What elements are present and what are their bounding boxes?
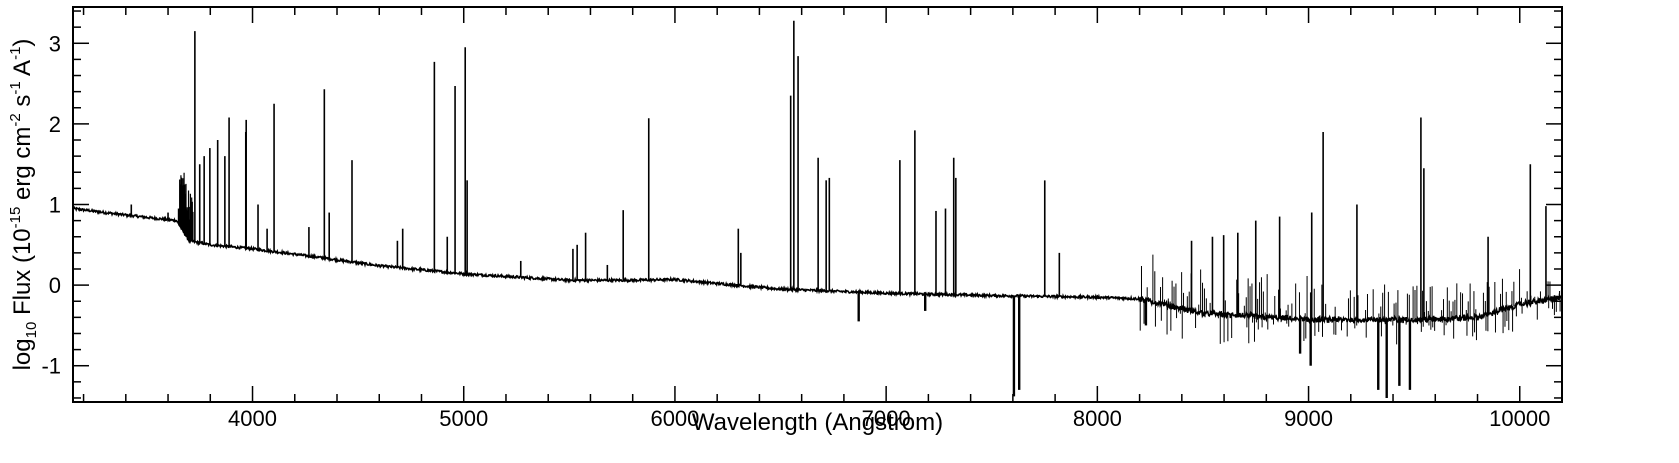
y-tick-label: 1 — [49, 193, 61, 218]
x-tick-label: 4000 — [228, 406, 277, 431]
y-axis-title-exp2: -2 — [7, 113, 24, 126]
x-tick-label: 5000 — [439, 406, 488, 431]
y-axis-title-exp1: -15 — [7, 207, 24, 229]
x-tick-label: 9000 — [1284, 406, 1333, 431]
y-axis-title: log10 Flux (10-15 erg cm-2 s-1 A-1) — [7, 39, 40, 371]
sky-noise-region-2 — [1309, 269, 1563, 345]
spectrum-layer — [72, 20, 1563, 398]
y-axis-title-unit3: A — [9, 60, 36, 81]
y-axis-title-unit2: s — [9, 95, 36, 114]
y-tick-label: -1 — [41, 354, 61, 379]
y-axis-title-mid: Flux (10 — [9, 228, 36, 321]
x-tick-label: 8000 — [1073, 406, 1122, 431]
y-axis-title-post: ) — [9, 39, 36, 47]
sky-noise-region-1 — [1160, 269, 1308, 344]
y-tick-label: 2 — [49, 112, 61, 137]
y-tick-label: 3 — [49, 31, 61, 56]
x-axis-title: Wavelength (Angstrom) — [692, 409, 943, 436]
x-tick-label: 10000 — [1489, 406, 1550, 431]
y-axis-title-unit1: erg cm — [9, 127, 36, 207]
axis-ticks — [73, 7, 1563, 402]
y-axis-title-exp4: -1 — [7, 47, 24, 60]
x-tick-label: 6000 — [650, 406, 699, 431]
y-tick-label: 0 — [49, 273, 61, 298]
x-tick-label: 7000 — [862, 406, 911, 431]
sky-noise-region-0 — [1139, 254, 1161, 331]
y-axis-title-pre: log — [9, 338, 36, 370]
balmer-jump-lines — [179, 172, 194, 242]
y-axis-title-exp3: -1 — [7, 81, 24, 94]
y-axis-title-base: 10 — [23, 322, 40, 339]
